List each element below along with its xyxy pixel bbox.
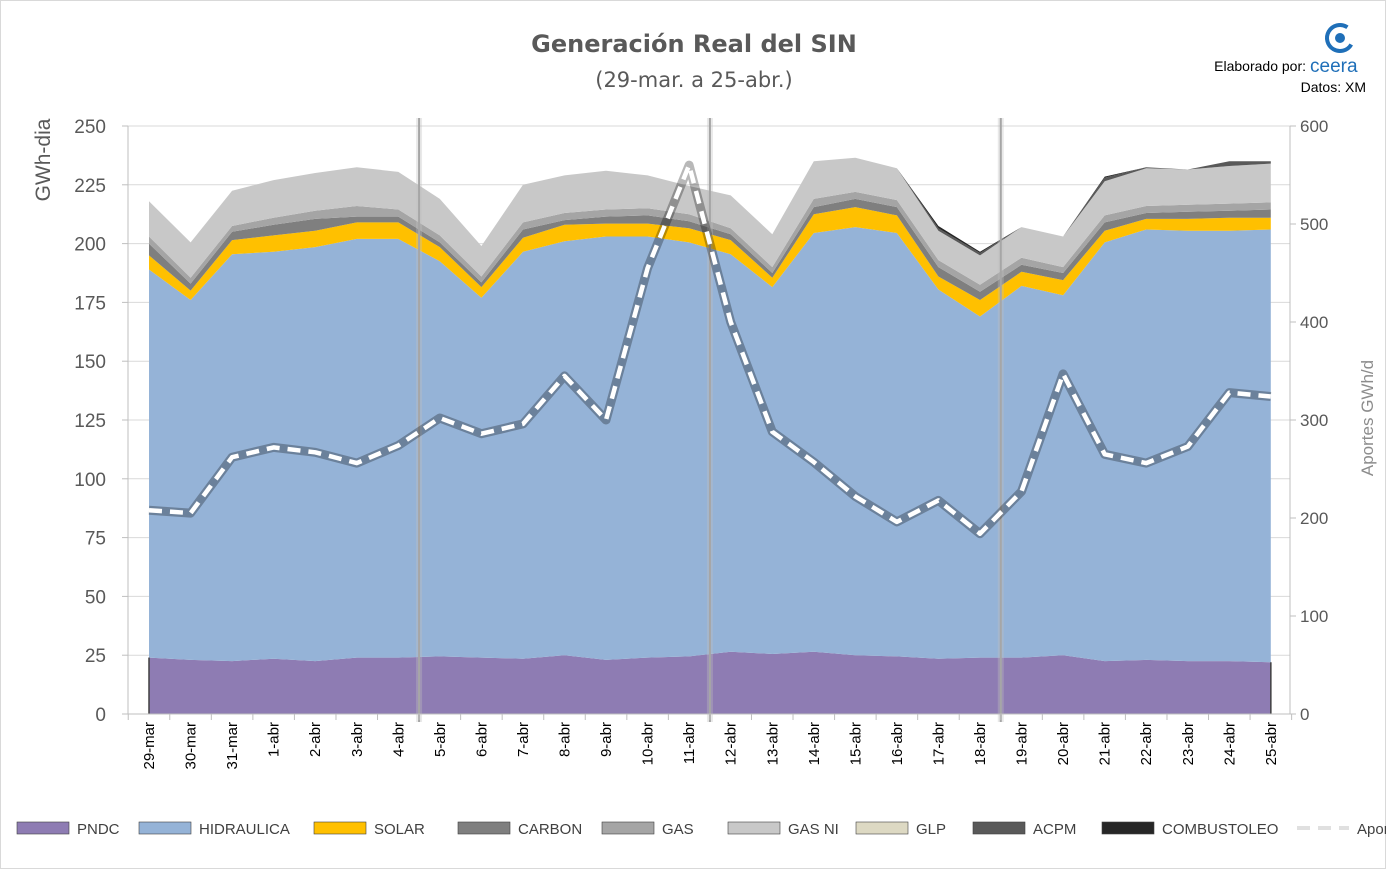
y2-tick-label-0: 0 xyxy=(1300,705,1309,724)
y-tick-label-150: 150 xyxy=(74,352,106,373)
legend-label-solar: SOLAR xyxy=(374,821,425,838)
x-tick-label-19-abr: 19-abr xyxy=(1014,722,1031,765)
y-tick-label-100: 100 xyxy=(74,470,106,491)
y-tick-label-200: 200 xyxy=(74,235,106,256)
legend: PNDC HIDRAULICA SOLAR CARBON GAS GAS NI GLP ACP… xyxy=(16,821,1386,838)
y-tick-label-50: 50 xyxy=(85,587,106,608)
x-tick-label-29-mar: 29-mar xyxy=(141,722,158,770)
x-tick-label-21-abr: 21-abr xyxy=(1097,722,1114,765)
legend-label-aportes-caudal-gwh: Aportes Caudal [GWh] xyxy=(1357,821,1386,838)
y-axis-label: GWh-dia xyxy=(32,118,55,201)
y-tick-label-225: 225 xyxy=(74,176,106,197)
chart-title: Generación Real del SIN xyxy=(531,30,857,58)
aportes-line xyxy=(148,160,1272,539)
x-tick-label-22-abr: 22-abr xyxy=(1138,722,1155,765)
x-tick-label-10-abr: 10-abr xyxy=(640,722,657,765)
legend-label-pndc: PNDC xyxy=(77,821,120,838)
x-tick-label-5-abr: 5-abr xyxy=(432,722,449,757)
y-tick-label-75: 75 xyxy=(85,529,106,550)
y2-tick-label-600: 600 xyxy=(1300,117,1328,136)
y2-tick-label-400: 400 xyxy=(1300,313,1328,332)
week-separators xyxy=(416,118,1004,722)
x-tick-label-30-mar: 30-mar xyxy=(183,722,200,770)
legend-label-glp: GLP xyxy=(916,821,946,838)
x-tick-label-6-abr: 6-abr xyxy=(473,722,490,757)
legend-label-acpm: ACPM xyxy=(1033,821,1076,838)
legend-label-combustoleo: COMBUSTOLEO xyxy=(1162,821,1278,838)
x-tick-label-17-abr: 17-abr xyxy=(930,722,947,765)
legend-swatch-gas xyxy=(601,821,655,835)
legend-swatch-carbon xyxy=(457,821,511,835)
y-tick-label-250: 250 xyxy=(74,117,106,138)
legend-swatch-glp xyxy=(855,821,909,835)
legend-label-gas: GAS xyxy=(662,821,694,838)
y2-tick-label-500: 500 xyxy=(1300,215,1328,234)
area-gas-ni xyxy=(149,157,1271,285)
x-tick-label-12-abr: 12-abr xyxy=(723,722,740,765)
x-tick-label-4-abr: 4-abr xyxy=(390,722,407,757)
y-tick-label-175: 175 xyxy=(74,293,106,314)
y-tick-label-125: 125 xyxy=(74,411,106,432)
y2-axis-label: Aportes GWh/d xyxy=(1358,360,1377,476)
x-tick-label-9-abr: 9-abr xyxy=(598,722,615,757)
x-tick-label-20-abr: 20-abr xyxy=(1055,722,1072,765)
legend-label-carbon: CARBON xyxy=(518,821,582,838)
x-tick-label-23-abr: 23-abr xyxy=(1180,722,1197,765)
x-tick-label-15-abr: 15-abr xyxy=(847,722,864,765)
x-tick-label-25-abr: 25-abr xyxy=(1263,722,1280,765)
legend-swatch-acpm xyxy=(972,821,1026,835)
x-tick-label-11-abr: 11-abr xyxy=(681,722,698,764)
x-tick-label-3-abr: 3-abr xyxy=(349,722,366,757)
legend-swatch-pndc xyxy=(16,821,70,835)
credit-source: Datos: XM xyxy=(1301,79,1366,95)
axes: 0 25 50 75 100 125 150 175 200 225 250 0 100 200 300 40… xyxy=(74,117,1328,770)
y-tick-label-0: 0 xyxy=(95,705,106,726)
legend-swatch-solar xyxy=(313,821,367,835)
chart-subtitle: (29-mar. a 25-abr.) xyxy=(595,68,793,92)
x-tick-label-2-abr: 2-abr xyxy=(307,722,324,757)
x-tick-label-1-abr: 1-abr xyxy=(266,722,283,757)
credit-brand: ceera xyxy=(1310,56,1358,77)
legend-label-hidraulica: HIDRAULICA xyxy=(199,821,290,838)
legend-swatch-gas-ni xyxy=(727,821,781,835)
x-tick-label-24-abr: 24-abr xyxy=(1221,722,1238,765)
ceera-logo xyxy=(1325,23,1355,53)
x-tick-label-31-mar: 31-mar xyxy=(224,722,241,770)
x-tick-label-14-abr: 14-abr xyxy=(806,722,823,765)
y2-tick-label-300: 300 xyxy=(1300,411,1328,430)
credit-prefix: Elaborado por: xyxy=(1214,58,1306,74)
x-tick-label-13-abr: 13-abr xyxy=(764,722,781,765)
x-tick-label-18-abr: 18-abr xyxy=(972,722,989,765)
legend-swatch-hidraulica xyxy=(138,821,192,835)
x-tick-label-8-abr: 8-abr xyxy=(557,722,574,757)
y2-tick-label-200: 200 xyxy=(1300,509,1328,528)
x-tick-label-7-abr: 7-abr xyxy=(515,722,532,757)
legend-label-gas-ni: GAS NI xyxy=(788,821,839,838)
y-tick-label-25: 25 xyxy=(85,646,106,667)
y2-tick-label-100: 100 xyxy=(1300,607,1328,626)
aportes-line-aportes-caudal-gwh xyxy=(148,162,1272,536)
x-tick-label-16-abr: 16-abr xyxy=(889,722,906,765)
legend-swatch-combustoleo xyxy=(1101,821,1155,835)
